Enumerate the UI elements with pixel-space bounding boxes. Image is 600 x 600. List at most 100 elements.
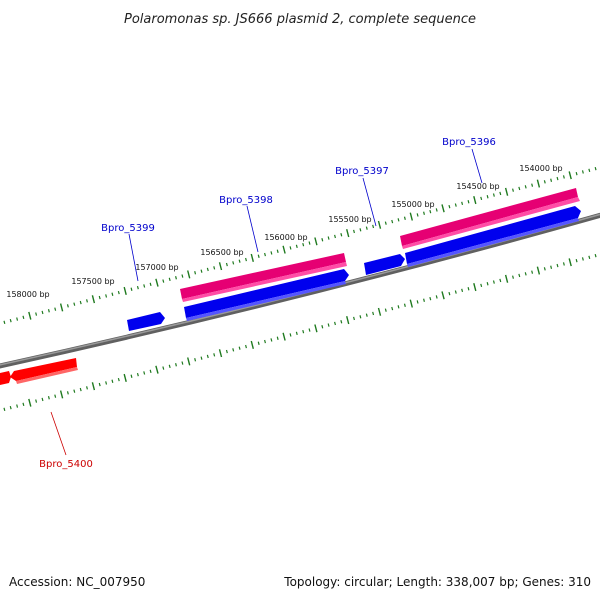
sequence-backbone xyxy=(0,212,600,369)
major-tick xyxy=(409,299,413,308)
minor-tick xyxy=(531,270,534,274)
position-label: 157000 bp xyxy=(135,263,178,272)
minor-tick xyxy=(467,200,470,204)
minor-tick xyxy=(245,344,247,349)
major-tick xyxy=(91,295,96,304)
major-tick xyxy=(282,332,286,341)
position-label: 155000 bp xyxy=(391,200,434,209)
major-tick xyxy=(568,258,572,267)
gene-label-bpro-5397[interactable]: Bpro_5397 xyxy=(335,166,389,177)
minor-tick xyxy=(327,236,330,240)
minor-tick xyxy=(270,338,273,342)
minor-tick xyxy=(454,290,457,294)
minor-tick xyxy=(79,300,82,305)
major-tick xyxy=(123,373,127,382)
minor-tick xyxy=(492,193,495,197)
minor-tick xyxy=(556,263,559,268)
leader-line xyxy=(50,411,67,456)
minor-tick xyxy=(3,320,6,325)
leader-line xyxy=(246,205,259,253)
gene-bpro-5399-feature[interactable] xyxy=(127,312,165,331)
minor-tick xyxy=(16,404,19,408)
minor-tick xyxy=(206,354,209,359)
gene-bpro-5396-feature[interactable] xyxy=(400,188,580,249)
minor-tick xyxy=(9,405,12,410)
minor-tick xyxy=(136,285,139,290)
minor-tick xyxy=(149,282,152,287)
minor-tick xyxy=(403,216,406,220)
minor-tick xyxy=(461,201,464,206)
major-tick xyxy=(504,187,509,196)
minor-tick xyxy=(423,298,425,302)
minor-tick xyxy=(327,323,330,327)
minor-tick xyxy=(588,255,591,260)
major-tick xyxy=(59,390,64,399)
gene-label-bpro-5400[interactable]: Bpro_5400 xyxy=(39,459,93,470)
minor-tick xyxy=(232,348,235,352)
minor-tick xyxy=(117,290,120,295)
gene-label-bpro-5396[interactable]: Bpro_5396 xyxy=(442,137,496,148)
gene-bpro-5400-feature[interactable] xyxy=(10,358,78,384)
major-tick xyxy=(28,311,32,320)
minor-tick xyxy=(353,229,355,234)
major-tick xyxy=(377,220,382,229)
minor-tick xyxy=(562,175,565,179)
minor-tick xyxy=(302,329,305,334)
minor-tick xyxy=(550,265,553,269)
gene-bpro-5396-reverse-feature[interactable] xyxy=(405,206,581,267)
minor-tick xyxy=(403,303,406,307)
minor-tick xyxy=(448,291,451,296)
minor-tick xyxy=(79,387,82,392)
leader-line xyxy=(471,148,483,184)
gene-bpro-5398-feature[interactable] xyxy=(180,253,347,302)
minor-tick xyxy=(340,233,343,237)
minor-tick xyxy=(98,382,101,387)
major-tick xyxy=(346,229,350,238)
minor-tick xyxy=(372,311,375,316)
minor-tick xyxy=(512,275,514,279)
major-tick xyxy=(536,179,541,188)
minor-tick xyxy=(225,349,228,354)
minor-tick xyxy=(334,234,336,239)
leader-line xyxy=(128,233,139,282)
minor-tick xyxy=(448,204,451,209)
minor-tick xyxy=(499,191,502,196)
major-tick xyxy=(187,357,191,366)
minor-tick xyxy=(73,389,76,393)
minor-tick xyxy=(499,278,502,283)
minor-tick xyxy=(435,295,438,299)
minor-tick xyxy=(270,251,273,255)
minor-tick xyxy=(543,180,546,184)
minor-tick xyxy=(181,361,184,365)
minor-tick xyxy=(105,294,108,298)
minor-tick xyxy=(66,391,69,395)
minor-tick xyxy=(295,244,298,249)
minor-tick xyxy=(588,168,591,173)
gene-left-partial-feature[interactable] xyxy=(0,371,11,385)
major-tick xyxy=(218,262,223,271)
gene-bpro-5397-feature[interactable] xyxy=(364,254,405,275)
major-tick xyxy=(250,340,254,349)
gene-label-bpro-5398[interactable]: Bpro_5398 xyxy=(219,195,273,206)
minor-tick xyxy=(512,188,514,192)
minor-tick xyxy=(194,358,197,362)
position-label: 156000 bp xyxy=(264,233,307,242)
major-tick xyxy=(282,245,286,254)
minor-tick xyxy=(149,369,152,374)
minor-tick xyxy=(238,259,241,263)
minor-tick xyxy=(295,331,298,336)
minor-tick xyxy=(194,271,197,275)
minor-tick xyxy=(245,257,247,262)
gene-bpro-5398-reverse-feature[interactable] xyxy=(184,269,349,321)
minor-tick xyxy=(143,284,146,288)
minor-tick xyxy=(467,287,470,291)
position-label: 155500 bp xyxy=(328,215,371,224)
major-tick xyxy=(91,382,96,391)
minor-tick xyxy=(518,186,521,191)
minor-tick xyxy=(302,242,305,247)
minor-tick xyxy=(365,226,368,230)
gene-label-bpro-5399[interactable]: Bpro_5399 xyxy=(101,223,155,234)
minor-tick xyxy=(575,258,578,263)
minor-tick xyxy=(105,381,108,385)
